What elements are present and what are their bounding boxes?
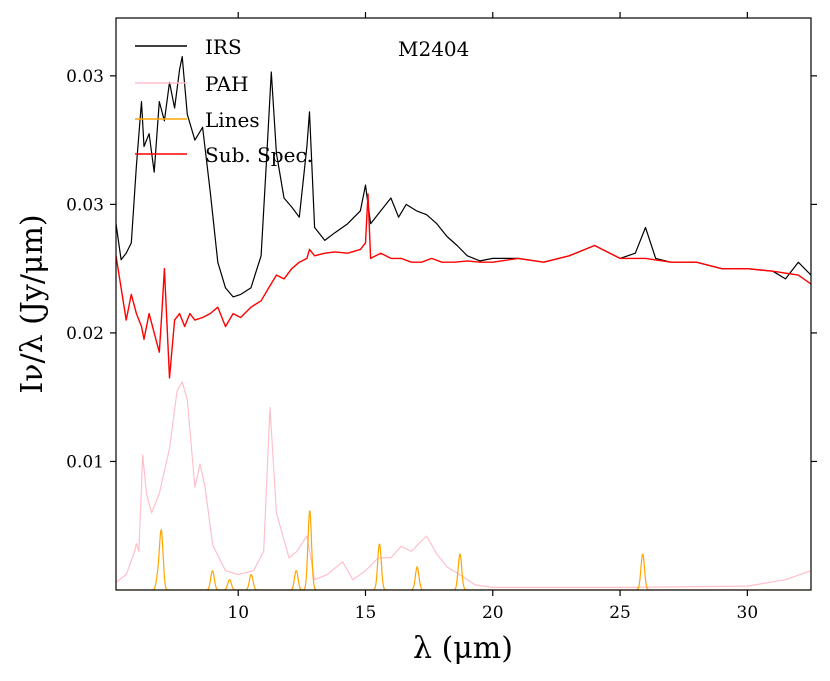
legend-label: Sub. Spec. [205,143,313,167]
x-tick-label: 20 [482,603,504,623]
legend: IRS PAH Lines Sub. Spec. [135,35,313,167]
annotation-label: M2404 [398,37,469,61]
x-tick-label: 25 [609,603,631,623]
legend-label: IRS [205,35,242,59]
legend-label: PAH [205,72,249,96]
legend-label: Lines [205,108,260,132]
lines-series-line [116,510,811,590]
axes-layer: 10 15 20 25 30 0.01 0.02 0.03 0.03 [66,12,817,623]
pah-series-line [116,381,811,588]
x-tick-label: 30 [737,603,759,623]
y-tick-label: 0.01 [66,452,104,472]
sub-spec-series-line [116,193,811,379]
x-tick-label: 15 [355,603,377,623]
x-axis-title: λ (μm) [413,631,513,666]
series-layer [116,56,811,590]
y-tick-label: 0.03 [66,67,104,87]
y-axis-title: Iν/λ (Jy/μm) [15,214,50,393]
y-tick-label: 0.03 [66,195,104,215]
x-tick-label: 10 [227,603,249,623]
plot-frame [115,17,812,591]
y-tick-label: 0.02 [66,324,104,344]
